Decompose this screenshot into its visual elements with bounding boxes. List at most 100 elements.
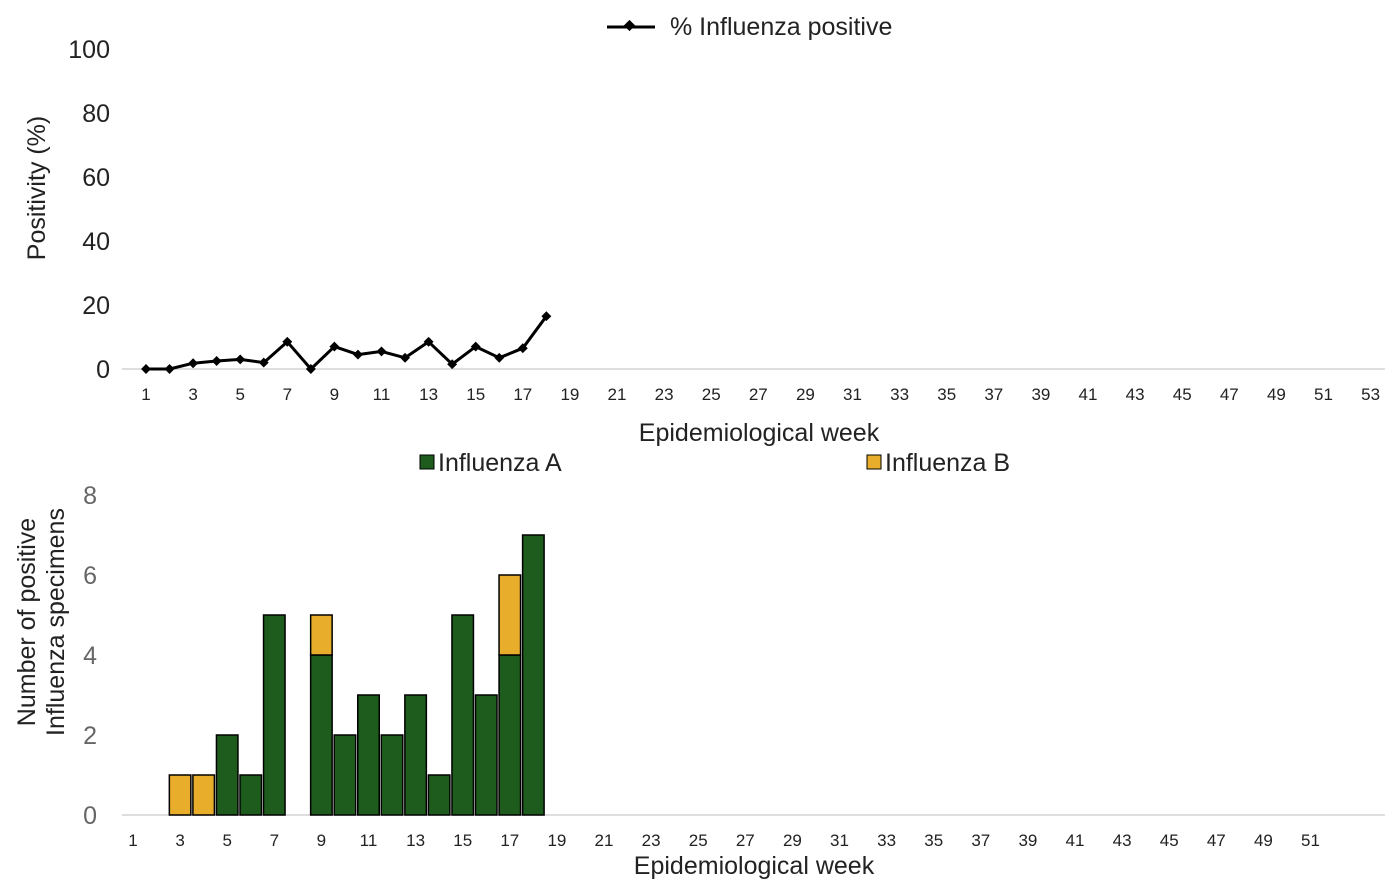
- bottom-x-tick-label: 29: [783, 831, 802, 850]
- top-x-tick-label: 53: [1361, 385, 1380, 404]
- top-legend-diamond-marker: [623, 19, 636, 32]
- top-y-axis-label: Positivity (%): [23, 116, 51, 260]
- top-y-tick-label: 20: [82, 292, 110, 320]
- bottom-x-tick-label: 27: [736, 831, 755, 850]
- bar-influenza-b: [168, 774, 192, 816]
- bottom-y-axis-label-line-2: Influenza specimens: [42, 508, 70, 736]
- top-legend: % Influenza positive: [607, 13, 892, 41]
- top-y-tick-label: 0: [96, 356, 110, 384]
- bottom-x-tick-label: 19: [547, 831, 566, 850]
- top-x-tick-label: 31: [843, 385, 862, 404]
- positivity-point: [235, 354, 246, 365]
- positivity-point: [258, 357, 269, 368]
- bottom-x-tick-label: 41: [1066, 831, 1085, 850]
- top-x-tick-label: 51: [1314, 385, 1333, 404]
- top-x-ticks: 1 3 5 7 9 11 13 15 17 19 21 23 25 27 29 31 33 35 37 39 41 43 4…: [141, 385, 1380, 404]
- top-x-tick-label: 27: [749, 385, 768, 404]
- bottom-x-tick-label: 47: [1207, 831, 1226, 850]
- bottom-x-tick-label: 39: [1018, 831, 1037, 850]
- positivity-point: [470, 341, 481, 352]
- bar-influenza-b: [192, 774, 216, 816]
- bottom-x-tick-label: 45: [1160, 831, 1179, 850]
- bottom-x-tick-label: 37: [971, 831, 990, 850]
- bar-influenza-a: [521, 534, 545, 816]
- bottom-x-tick-label: 13: [406, 831, 425, 850]
- positivity-point: [282, 336, 293, 347]
- bottom-x-tick-label: 3: [175, 831, 184, 850]
- top-legend-label: % Influenza positive: [670, 13, 892, 41]
- positivity-point: [329, 341, 340, 352]
- positivity-point: [141, 364, 151, 374]
- top-x-tick-label: 7: [283, 385, 292, 404]
- bottom-x-tick-label: 23: [642, 831, 661, 850]
- bottom-legend: Influenza A Influenza B: [419, 449, 1010, 477]
- positivity-point: [305, 364, 316, 374]
- top-x-tick-label: 43: [1126, 385, 1145, 404]
- top-y-tick-label: 80: [82, 100, 110, 128]
- bottom-x-tick-label: 11: [360, 831, 378, 850]
- positivity-point: [211, 356, 222, 366]
- top-x-tick-label: 17: [513, 385, 532, 404]
- top-x-tick-label: 23: [655, 385, 674, 404]
- top-x-tick-label: 37: [984, 385, 1003, 404]
- positivity-point: [494, 352, 505, 363]
- bottom-x-tick-label: 31: [830, 831, 849, 850]
- bar-influenza-a: [357, 694, 380, 816]
- top-x-tick-label: 47: [1220, 385, 1239, 404]
- positivity-point: [188, 358, 199, 369]
- top-y-tick-label: 100: [68, 36, 110, 64]
- legend-swatch-influenza-b: [866, 454, 882, 470]
- bar-influenza-a: [215, 734, 239, 816]
- bar-influenza-b: [309, 614, 333, 656]
- bottom-x-tick-label: 1: [128, 831, 137, 850]
- bottom-stacked-bars: [168, 534, 545, 816]
- bar-influenza-a: [380, 734, 404, 816]
- positivity-line: [146, 315, 548, 371]
- bottom-x-ticks: 1 3 5 7 9 11 13 15 17 19 21 23 25 27 29 31 33 35 37 39 41 43 4…: [128, 831, 1320, 850]
- bar-influenza-a: [474, 694, 498, 816]
- bottom-x-tick-label: 17: [500, 831, 519, 850]
- bar-influenza-a: [498, 654, 522, 816]
- top-x-tick-label: 25: [702, 385, 721, 404]
- top-x-tick-label: 1: [141, 385, 150, 404]
- legend-swatch-influenza-a: [419, 454, 435, 470]
- bottom-x-tick-label: 25: [689, 831, 708, 850]
- bottom-x-tick-label: 33: [877, 831, 896, 850]
- bar-influenza-a: [309, 654, 333, 816]
- bottom-x-tick-label: 43: [1113, 831, 1132, 850]
- top-y-tick-label: 60: [82, 164, 110, 192]
- bar-influenza-a: [333, 734, 357, 816]
- bar-influenza-a: [451, 614, 475, 816]
- top-x-tick-label: 5: [235, 385, 244, 404]
- bar-influenza-a: [262, 614, 286, 816]
- top-x-tick-label: 29: [796, 385, 815, 404]
- bar-influenza-a: [239, 774, 263, 816]
- positivity-point: [447, 359, 458, 370]
- top-x-tick-label: 35: [937, 385, 956, 404]
- positivity-point: [353, 349, 363, 360]
- top-x-tick-label: 21: [608, 385, 627, 404]
- bottom-x-tick-label: 35: [924, 831, 943, 850]
- bottom-x-tick-label: 49: [1254, 831, 1273, 850]
- top-x-axis-label: Epidemiological week: [639, 419, 880, 447]
- legend-label-influenza-a: Influenza A: [438, 449, 562, 477]
- bottom-x-axis-label: Epidemiological week: [634, 852, 875, 880]
- positivity-point: [164, 364, 175, 374]
- bottom-y-tick-label: 6: [83, 562, 97, 590]
- bottom-x-tick-label: 9: [317, 831, 326, 850]
- positivity-point: [517, 343, 528, 354]
- top-line-series: [141, 311, 552, 374]
- legend-label-influenza-b: Influenza B: [885, 449, 1010, 477]
- top-x-tick-label: 3: [188, 385, 197, 404]
- bottom-y-ticks: 0 2 4 6 8: [83, 482, 97, 830]
- top-x-tick-label: 19: [560, 385, 579, 404]
- bar-influenza-b: [498, 574, 522, 656]
- top-x-tick-label: 9: [330, 385, 339, 404]
- top-x-tick-label: 11: [373, 385, 391, 404]
- bottom-x-tick-label: 21: [595, 831, 614, 850]
- bottom-y-axis-label-line-1: Number of positive: [13, 518, 41, 726]
- bottom-x-tick-label: 7: [270, 831, 279, 850]
- top-x-tick-label: 15: [466, 385, 485, 404]
- top-x-tick-label: 45: [1173, 385, 1192, 404]
